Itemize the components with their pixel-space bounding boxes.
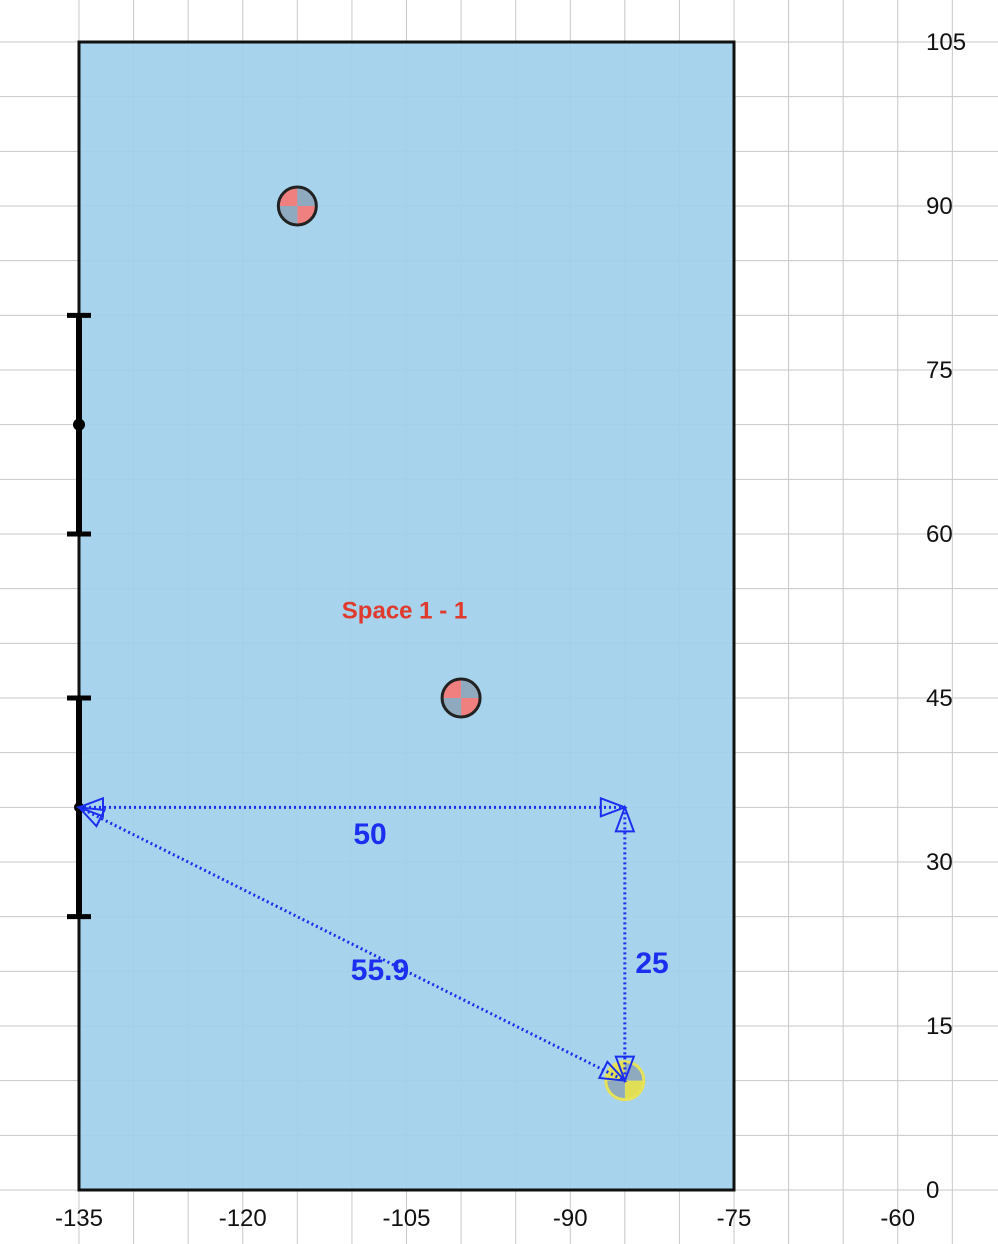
marker-outline (276, 185, 318, 227)
x-tick-label: -120 (219, 1205, 267, 1232)
dimension-lines: 50 25 55.9 (76, 796, 669, 1084)
wall-midpoint-dot (73, 418, 85, 431)
marker-quadrant (442, 679, 462, 698)
y-tick-label: 105 (926, 29, 966, 56)
dimension-arrowhead (76, 796, 104, 818)
marker-quadrant (624, 1080, 644, 1100)
y-tick-label: 15 (926, 1013, 953, 1040)
dimension-arrowhead (597, 1060, 628, 1082)
red-centroid-marker-icon[interactable] (276, 185, 318, 227)
marker-quadrant (605, 1080, 625, 1100)
dimension-label-vertical: 25 (635, 947, 668, 980)
marker-quadrant (278, 206, 298, 225)
markers (276, 185, 646, 1102)
y-tick-label: 0 (926, 1177, 939, 1204)
x-tick-label: -135 (55, 1205, 103, 1232)
dimension-arrowhead (614, 804, 636, 833)
space-1-1[interactable]: Space 1 - 1 (77, 40, 736, 1192)
dimension-label-diagonal: 55.9 (351, 954, 409, 987)
y-tick-label: 30 (926, 849, 953, 876)
marker-quadrant (297, 206, 317, 225)
dimension-line-diagonal (78, 805, 626, 1083)
marker-quadrant (461, 698, 481, 717)
marker-outline (604, 1060, 646, 1102)
y-tick-label: 75 (926, 357, 953, 384)
space-label: Space 1 - 1 (342, 598, 467, 625)
x-tick-label: -90 (553, 1205, 588, 1232)
marker-outline (440, 677, 482, 719)
dimension-arrowhead (614, 1055, 636, 1084)
dimension-arrowhead (76, 806, 107, 828)
y-tick-label: 60 (926, 521, 953, 548)
y-tick-label: 45 (926, 685, 953, 712)
y-tick-label: 90 (926, 193, 953, 220)
x-tick-label: -75 (717, 1205, 752, 1232)
x-tick-label: -105 (382, 1205, 430, 1232)
marker-quadrant (442, 698, 462, 717)
x-tick-label: -60 (880, 1205, 915, 1232)
marker-quadrant (297, 187, 317, 206)
dimension-label-horizontal: 50 (353, 818, 386, 851)
axis-tick-labels: -135 -120 -105 -90 -75 -60 0 15 30 45 60 75 90 105 (55, 29, 966, 1232)
marker-quadrant (278, 187, 298, 206)
red-centroid-marker-icon[interactable] (440, 677, 482, 719)
marker-quadrant (461, 679, 481, 698)
dimension-arrowhead (599, 796, 628, 818)
